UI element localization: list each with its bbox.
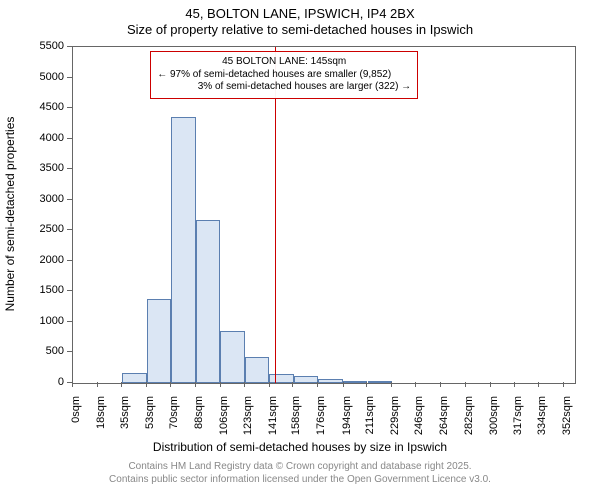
y-tick-mark (67, 260, 72, 261)
y-tick-mark (67, 168, 72, 169)
annotation-line: 3% of semi-detached houses are larger (3… (157, 81, 411, 94)
figure: 45, BOLTON LANE, IPSWICH, IP4 2BX Size o… (0, 0, 600, 500)
annotation-line: ← 97% of semi-detached houses are smalle… (157, 69, 411, 82)
x-tick-mark (72, 382, 73, 387)
x-tick-mark (220, 382, 221, 387)
x-tick-mark (121, 382, 122, 387)
histogram-bar (147, 299, 172, 383)
x-tick-mark (269, 382, 270, 387)
annotation-box: 45 BOLTON LANE: 145sqm← 97% of semi-deta… (150, 51, 418, 99)
x-tick-mark (391, 382, 392, 387)
x-tick-mark (490, 382, 491, 387)
footer-attribution: Contains HM Land Registry data © Crown c… (0, 460, 600, 486)
x-tick-mark (292, 382, 293, 387)
x-tick-mark (146, 382, 147, 387)
title-sub: Size of property relative to semi-detach… (0, 22, 600, 37)
annotation-line: 45 BOLTON LANE: 145sqm (157, 56, 411, 69)
x-tick-mark (170, 382, 171, 387)
histogram-bar (171, 117, 196, 383)
y-tick-label: 4500 (0, 101, 64, 113)
x-tick-mark (317, 382, 318, 387)
histogram-bar (318, 379, 343, 383)
footer-line-2: Contains public sector information licen… (0, 473, 600, 486)
x-tick-mark (538, 382, 539, 387)
y-axis-label: Number of semi-detached properties (3, 117, 17, 312)
plot-area: 45 BOLTON LANE: 145sqm← 97% of semi-deta… (72, 46, 576, 384)
y-tick-label: 5500 (0, 40, 64, 52)
x-axis-label: Distribution of semi-detached houses by … (0, 440, 600, 454)
y-tick-mark (67, 321, 72, 322)
histogram-bar (245, 357, 270, 383)
x-tick-mark (563, 382, 564, 387)
y-tick-mark (67, 107, 72, 108)
x-tick-mark (440, 382, 441, 387)
y-tick-mark (67, 229, 72, 230)
histogram-bar (269, 374, 294, 383)
x-tick-mark (195, 382, 196, 387)
y-tick-mark (67, 77, 72, 78)
y-tick-mark (67, 290, 72, 291)
y-tick-mark (67, 351, 72, 352)
x-tick-mark (514, 382, 515, 387)
x-tick-mark (415, 382, 416, 387)
histogram-bar (220, 331, 245, 383)
histogram-bar (294, 376, 319, 383)
x-tick-mark (343, 382, 344, 387)
y-tick-label: 5000 (0, 71, 64, 83)
title-main: 45, BOLTON LANE, IPSWICH, IP4 2BX (0, 6, 600, 21)
x-tick-mark (244, 382, 245, 387)
footer-line-1: Contains HM Land Registry data © Crown c… (0, 460, 600, 473)
y-tick-mark (67, 138, 72, 139)
x-tick-mark (97, 382, 98, 387)
y-tick-label: 0 (0, 376, 64, 388)
y-tick-mark (67, 199, 72, 200)
histogram-bar (368, 381, 393, 383)
histogram-bar (343, 381, 368, 383)
y-tick-label: 500 (0, 345, 64, 357)
histogram-bar (122, 373, 147, 383)
y-tick-label: 1000 (0, 315, 64, 327)
histogram-bar (196, 220, 221, 383)
x-tick-mark (366, 382, 367, 387)
x-tick-mark (465, 382, 466, 387)
y-tick-mark (67, 46, 72, 47)
